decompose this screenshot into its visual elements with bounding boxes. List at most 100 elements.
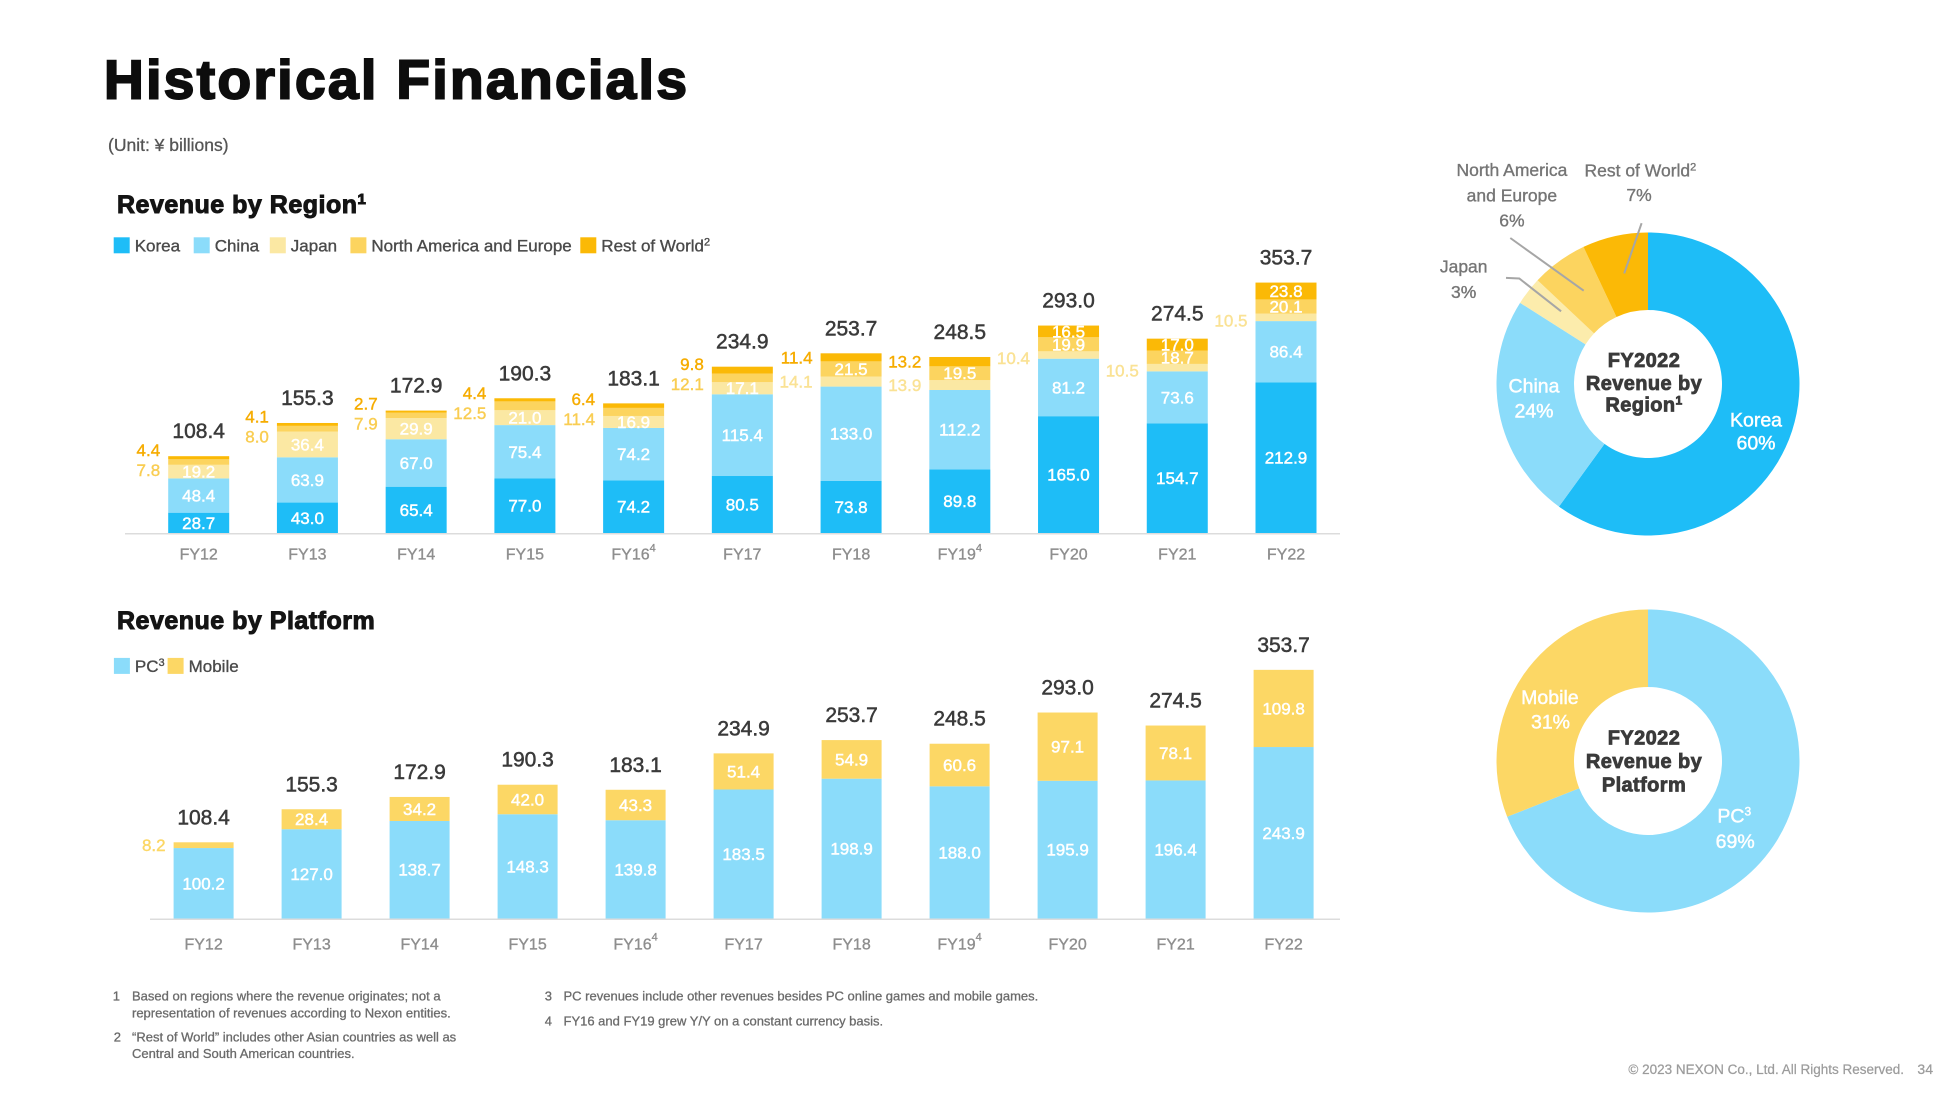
svg-text:9.8: 9.8 xyxy=(680,355,704,374)
svg-text:Platform: Platform xyxy=(1602,775,1686,797)
svg-text:“Rest of World” includes other: “Rest of World” includes other Asian cou… xyxy=(132,1030,457,1045)
svg-text:36.4: 36.4 xyxy=(291,435,324,454)
svg-text:183.1: 183.1 xyxy=(607,367,660,390)
svg-text:FY14: FY14 xyxy=(397,546,435,563)
svg-text:FY13: FY13 xyxy=(292,936,330,953)
svg-text:89.8: 89.8 xyxy=(943,492,976,511)
svg-text:Central and South American cou: Central and South American countries. xyxy=(132,1046,355,1061)
svg-text:31%: 31% xyxy=(1531,711,1570,733)
svg-text:FY22: FY22 xyxy=(1267,546,1305,563)
svg-text:155.3: 155.3 xyxy=(281,387,334,410)
svg-text:10.4: 10.4 xyxy=(997,349,1030,368)
svg-text:43.0: 43.0 xyxy=(291,509,324,528)
svg-text:248.5: 248.5 xyxy=(933,708,986,731)
svg-text:FY194: FY194 xyxy=(938,542,982,563)
svg-text:Region1: Region1 xyxy=(1605,394,1682,417)
svg-text:51.4: 51.4 xyxy=(727,762,760,781)
svg-text:190.3: 190.3 xyxy=(499,362,552,385)
svg-text:253.7: 253.7 xyxy=(825,704,878,727)
svg-text:24%: 24% xyxy=(1514,401,1553,423)
svg-text:77.0: 77.0 xyxy=(508,497,541,516)
svg-text:69%: 69% xyxy=(1716,831,1755,853)
svg-text:FY15: FY15 xyxy=(506,546,544,563)
svg-text:67.0: 67.0 xyxy=(400,454,433,473)
svg-text:112.2: 112.2 xyxy=(939,421,980,440)
svg-text:19.2: 19.2 xyxy=(182,463,215,482)
svg-text:108.4: 108.4 xyxy=(172,420,225,443)
svg-text:243.9: 243.9 xyxy=(1262,824,1305,843)
svg-text:97.1: 97.1 xyxy=(1051,738,1084,757)
svg-text:FY17: FY17 xyxy=(724,936,762,953)
svg-text:North America and Europe: North America and Europe xyxy=(371,236,571,255)
svg-text:100.2: 100.2 xyxy=(182,874,225,893)
svg-text:Mobile: Mobile xyxy=(1521,687,1578,709)
svg-text:29.9: 29.9 xyxy=(400,420,433,439)
svg-text:11.4: 11.4 xyxy=(781,348,813,367)
svg-text:17.0: 17.0 xyxy=(1161,336,1194,355)
svg-text:23.8: 23.8 xyxy=(1269,282,1302,301)
svg-text:4.1: 4.1 xyxy=(245,408,269,427)
svg-text:PC revenues include other reve: PC revenues include other revenues besid… xyxy=(564,989,1039,1004)
svg-text:FY17: FY17 xyxy=(723,546,761,563)
svg-text:and Europe: and Europe xyxy=(1467,185,1558,205)
svg-text:86.4: 86.4 xyxy=(1269,343,1302,362)
svg-text:© 2023 NEXON Co., Ltd. All Rig: © 2023 NEXON Co., Ltd. All Rights Reserv… xyxy=(1628,1062,1904,1077)
svg-text:154.7: 154.7 xyxy=(1156,469,1199,488)
svg-text:13.9: 13.9 xyxy=(888,376,921,395)
svg-text:60%: 60% xyxy=(1736,433,1775,455)
svg-text:7%: 7% xyxy=(1626,185,1651,205)
svg-text:19.9: 19.9 xyxy=(1052,335,1085,354)
svg-text:73.6: 73.6 xyxy=(1161,388,1194,407)
svg-text:Rest of World2: Rest of World2 xyxy=(1584,161,1696,181)
svg-text:FY12: FY12 xyxy=(180,546,218,563)
svg-text:75.4: 75.4 xyxy=(508,443,541,462)
svg-text:109.8: 109.8 xyxy=(1262,699,1305,718)
svg-text:FY22: FY22 xyxy=(1264,936,1302,953)
svg-text:21.5: 21.5 xyxy=(835,360,868,379)
svg-text:274.5: 274.5 xyxy=(1149,690,1202,713)
svg-text:Revenue by: Revenue by xyxy=(1586,751,1703,773)
svg-text:Revenue by Region1: Revenue by Region1 xyxy=(117,191,366,219)
svg-text:PC3: PC3 xyxy=(1717,805,1751,828)
svg-text:28.4: 28.4 xyxy=(295,810,328,829)
svg-text:Japan: Japan xyxy=(291,236,337,255)
svg-text:PC3: PC3 xyxy=(135,657,165,676)
svg-text:74.2: 74.2 xyxy=(617,498,650,517)
svg-text:234.9: 234.9 xyxy=(717,717,770,740)
svg-text:198.9: 198.9 xyxy=(830,840,873,859)
svg-text:FY2022: FY2022 xyxy=(1608,728,1680,750)
svg-text:FY15: FY15 xyxy=(508,936,546,953)
svg-text:14.1: 14.1 xyxy=(780,373,813,392)
svg-text:FY12: FY12 xyxy=(184,936,222,953)
svg-text:34: 34 xyxy=(1917,1061,1933,1077)
svg-text:17.1: 17.1 xyxy=(726,379,759,398)
svg-text:10.5: 10.5 xyxy=(1106,362,1139,381)
svg-text:3: 3 xyxy=(545,989,552,1004)
svg-text:138.7: 138.7 xyxy=(398,861,441,880)
svg-text:28.7: 28.7 xyxy=(182,514,215,533)
svg-text:78.1: 78.1 xyxy=(1159,744,1192,763)
svg-text:Based on regions where the rev: Based on regions where the revenue origi… xyxy=(132,989,441,1004)
svg-text:Revenue by Platform: Revenue by Platform xyxy=(117,607,375,635)
svg-text:FY164: FY164 xyxy=(611,542,655,563)
svg-text:Historical Financials: Historical Financials xyxy=(104,49,689,111)
svg-text:FY164: FY164 xyxy=(613,931,657,953)
svg-text:Rest of World2: Rest of World2 xyxy=(601,236,710,255)
svg-text:353.7: 353.7 xyxy=(1257,634,1310,657)
svg-text:188.0: 188.0 xyxy=(938,843,981,862)
svg-text:48.4: 48.4 xyxy=(182,487,215,506)
svg-text:212.9: 212.9 xyxy=(1265,449,1308,468)
svg-text:80.5: 80.5 xyxy=(726,496,759,515)
svg-text:FY13: FY13 xyxy=(288,546,326,563)
svg-text:6%: 6% xyxy=(1499,211,1524,231)
svg-text:196.4: 196.4 xyxy=(1154,841,1197,860)
svg-text:183.1: 183.1 xyxy=(609,754,662,777)
svg-text:165.0: 165.0 xyxy=(1047,466,1090,485)
svg-text:172.9: 172.9 xyxy=(390,375,443,398)
svg-text:Korea: Korea xyxy=(1730,410,1782,432)
svg-text:China: China xyxy=(1509,375,1560,397)
svg-text:248.5: 248.5 xyxy=(934,321,987,344)
svg-text:12.5: 12.5 xyxy=(453,404,486,423)
svg-text:FY2022: FY2022 xyxy=(1608,350,1680,372)
svg-text:74.2: 74.2 xyxy=(617,445,650,464)
